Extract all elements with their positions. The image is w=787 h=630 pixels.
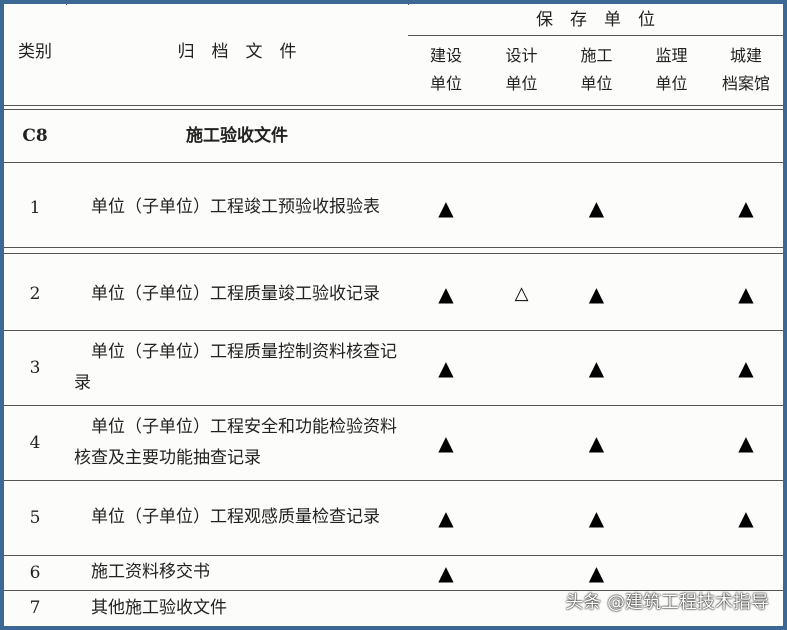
empty-cell (634, 162, 709, 253)
filled-triangle-icon: ▲ (438, 195, 454, 220)
row-document: 单位（子单位）工程安全和功能检验资料核查及主要功能抽查记录 (74, 416, 397, 468)
grid-line (4, 162, 783, 163)
grid-line (4, 330, 783, 331)
grid-line (4, 247, 783, 248)
filled-triangle-icon: ▲ (438, 355, 454, 380)
grid-line (4, 405, 783, 406)
row-number: 4 (29, 432, 41, 453)
empty-cell (634, 330, 709, 405)
grid-line (634, 35, 635, 36)
filled-triangle-icon: ▲ (438, 560, 454, 585)
header-category: 类别 (18, 42, 52, 62)
filled-triangle-icon: ▲ (588, 430, 605, 455)
grid-line (408, 35, 783, 36)
grid-line (408, 4, 409, 5)
header-unit: 城建 档案馆 (721, 46, 770, 93)
grid-line (4, 555, 783, 556)
hollow-triangle-icon: △ (514, 283, 529, 304)
filled-triangle-icon: ▲ (438, 430, 454, 455)
filled-triangle-icon: ▲ (588, 195, 605, 220)
filled-triangle-icon: ▲ (738, 505, 754, 530)
filled-triangle-icon: ▲ (738, 430, 754, 455)
filled-triangle-icon: ▲ (588, 355, 605, 380)
row-document: 单位（子单位）工程质量控制资料核查记录 (74, 341, 397, 393)
grid-line (709, 162, 710, 163)
filled-triangle-icon: ▲ (738, 195, 754, 220)
header-unit: 设计 单位 (505, 46, 538, 93)
row-number: 5 (29, 507, 41, 528)
grid-line (4, 253, 783, 254)
filled-triangle-icon: ▲ (588, 505, 605, 530)
filled-triangle-icon: ▲ (588, 282, 605, 306)
row-number: 6 (29, 562, 41, 583)
filled-triangle-icon: ▲ (438, 505, 454, 530)
row-document: 施工资料移交书 (74, 562, 210, 582)
empty-cell (709, 555, 783, 590)
filled-triangle-icon: ▲ (738, 282, 754, 306)
archive-table: 类别 归 档 文 件 保 存 单 位建设 单位 设计 单位 施工 单位 监理 单位 城建 档… (4, 4, 783, 626)
grid-line (559, 35, 560, 36)
empty-cell (484, 405, 559, 480)
header-document: 归 档 文 件 (177, 42, 297, 62)
empty-cell (484, 555, 559, 590)
row-document: 单位（子单位）工程质量竣工验收记录 (74, 283, 380, 304)
row-number: 2 (29, 284, 41, 304)
row-document: 单位（子单位）工程观感质量检查记录 (74, 507, 380, 527)
empty-cell (634, 405, 709, 480)
header-storage-units: 保 存 单 位 (536, 9, 655, 30)
section-code: C8 (22, 126, 48, 146)
empty-cell (408, 590, 484, 626)
row-number: 7 (29, 598, 41, 618)
filled-triangle-icon: ▲ (738, 355, 754, 380)
watermark: 头条 @建筑工程技术指导 (565, 592, 769, 613)
row-document: 其他施工验收文件 (74, 597, 227, 618)
grid-line (4, 480, 783, 481)
grid-line (4, 590, 783, 591)
grid-line (4, 109, 783, 110)
empty-cell (484, 590, 559, 626)
header-unit: 建设 单位 (429, 46, 462, 93)
empty-cell (634, 555, 709, 590)
row-document: 单位（子单位）工程竣工预验收报验表 (74, 197, 380, 217)
grid-line (4, 105, 783, 106)
filled-triangle-icon: ▲ (588, 560, 605, 585)
grid-line (634, 162, 635, 163)
grid-line (66, 4, 67, 5)
grid-line (559, 162, 560, 163)
row-number: 3 (29, 357, 41, 378)
filled-triangle-icon: ▲ (438, 282, 454, 306)
grid-line (709, 35, 710, 36)
section-title: 施工验收文件 (186, 126, 288, 146)
empty-cell (634, 480, 709, 555)
row-number: 1 (29, 197, 41, 218)
empty-cell (484, 162, 559, 253)
empty-cell (484, 330, 559, 405)
header-unit: 施工 单位 (580, 46, 613, 93)
empty-cell (484, 480, 559, 555)
header-unit: 监理 单位 (655, 46, 688, 93)
grid-line (484, 35, 485, 36)
empty-cell (634, 258, 709, 330)
grid-line (484, 162, 485, 163)
